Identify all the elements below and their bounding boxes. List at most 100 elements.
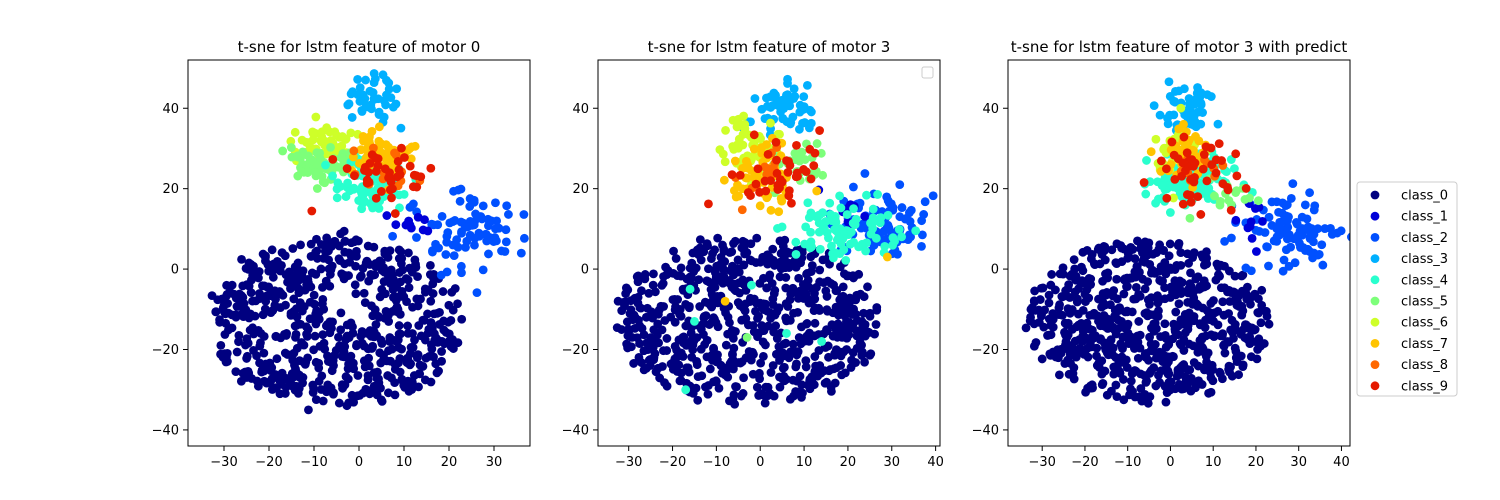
- scatter-point-class_1: [1231, 215, 1241, 225]
- scatter-point-class_4: [349, 183, 359, 193]
- scatter-point-class_0: [271, 294, 280, 304]
- x-tick-label: 10: [396, 455, 413, 470]
- scatter-point-class_0: [676, 263, 686, 273]
- scatter-point-class_0: [1189, 248, 1199, 258]
- scatter-point-class_0: [818, 255, 828, 265]
- scatter-point-class_0: [379, 350, 388, 360]
- scatter-point-class_0: [338, 383, 347, 393]
- scatter-point-class_0: [703, 389, 713, 399]
- scatter-point-class_0: [846, 363, 856, 372]
- scatter-point-class_0: [1126, 376, 1136, 386]
- scatter-point-class_0: [435, 320, 444, 329]
- panel-0: t-sne for lstm feature of motor 0 −30 −20 −…: [152, 38, 531, 470]
- scatter-point-class_0: [318, 330, 328, 340]
- scatter-point-class_0: [359, 288, 369, 298]
- scatter-point-class_0: [1034, 305, 1044, 315]
- scatter-point-class_9: [1211, 168, 1221, 178]
- scatter-point-class_0: [1183, 288, 1193, 298]
- scatter-point-class_0: [357, 327, 367, 336]
- scatter-point-class_0: [239, 299, 249, 308]
- scatter-point-class_0: [752, 233, 762, 243]
- scatter-point-class_0: [1136, 239, 1146, 248]
- scatter-point-class_0: [246, 311, 256, 321]
- scatter-point-class_0: [1053, 353, 1063, 363]
- scatter-point-class_0: [729, 270, 739, 280]
- scatter-point-class_4: [880, 241, 890, 251]
- scatter-point-class_0: [709, 343, 718, 353]
- x-tick-label: 30: [1290, 455, 1307, 470]
- scatter-point-class_0: [289, 294, 299, 304]
- scatter-point-class_2: [1295, 226, 1305, 236]
- scatter-point-class_0: [248, 271, 258, 280]
- scatter-point-class_0: [699, 247, 709, 257]
- scatter-point-class_9: [376, 187, 386, 196]
- scatter-point-class_0: [1118, 342, 1127, 352]
- legend-entry: class_7: [1370, 337, 1448, 352]
- scatter-point-class_0: [365, 389, 375, 399]
- scatter-point-class_3: [1192, 88, 1202, 98]
- scatter-point-class_0: [437, 347, 446, 356]
- scatter-point-class_9: [751, 179, 761, 189]
- scatter-point-class_0: [438, 287, 448, 296]
- scatter-point-class_9: [1181, 166, 1190, 176]
- scatter-point-class_0: [1195, 335, 1205, 345]
- scatter-point-class_0: [860, 357, 869, 367]
- scatter-point-class_0: [797, 380, 807, 390]
- scatter-point-class_4: [834, 232, 844, 242]
- scatter-point-class_0: [719, 303, 729, 313]
- scatter-point-class_0: [300, 285, 309, 295]
- scatter-point-class_0: [1045, 349, 1055, 359]
- scatter-point-class_9: [815, 126, 824, 135]
- scatter-point-class_4: [773, 224, 782, 233]
- scatter-point-class_0: [397, 344, 406, 354]
- scatter-point-class_0: [1208, 376, 1218, 386]
- scatter-point-class_0: [1226, 288, 1236, 298]
- scatter-point-class_0: [618, 298, 628, 307]
- scatter-point-class_0: [1256, 318, 1266, 328]
- scatter-point-class_0: [1104, 350, 1113, 360]
- scatter-point-class_7: [406, 154, 416, 164]
- scatter-point-class_0: [779, 253, 789, 263]
- scatter-point-class_0: [1144, 355, 1153, 365]
- scatter-point-class_0: [258, 281, 267, 291]
- scatter-point-class_0: [754, 391, 764, 400]
- scatter-point-class_0: [292, 273, 302, 283]
- scatter-point-class_0: [369, 242, 379, 252]
- scatter-point-class_0: [671, 254, 681, 263]
- scatter-point-class_0: [1094, 294, 1103, 304]
- scatter-point-class_9: [1170, 175, 1180, 184]
- scatter-point-class_4: [911, 226, 921, 236]
- scatter-point-class_2: [882, 221, 892, 231]
- scatter-point-class_0: [859, 325, 869, 334]
- scatter-point-class_0: [742, 248, 752, 257]
- scatter-point-class_0: [732, 263, 742, 273]
- scatter-point-class_0: [761, 340, 770, 350]
- legend-marker: [1370, 211, 1380, 221]
- scatter-point-class_0: [815, 265, 825, 275]
- scatter-point-class_3: [396, 123, 406, 133]
- scatter-point-class_2: [456, 184, 466, 194]
- scatter-point-class_0: [802, 331, 812, 341]
- scatter-point-class_0: [1160, 351, 1170, 361]
- scatter-point-class_4: [854, 242, 864, 252]
- scatter-point-class_4: [842, 210, 852, 219]
- scatter-point-class_0: [688, 333, 698, 343]
- scatter-point-class_7: [812, 186, 822, 196]
- scatter-point-class_0: [729, 343, 739, 353]
- scatter-point-class_6: [346, 128, 356, 138]
- scatter-point-class_7: [356, 145, 366, 155]
- scatter-point-class_7: [374, 122, 384, 132]
- scatter-point-class_0: [848, 348, 858, 358]
- scatter-point-class_0: [801, 362, 811, 372]
- scatter-point-class_0: [232, 347, 242, 357]
- scatter-point-class_0: [730, 236, 740, 246]
- scatter-point-class_0: [774, 303, 784, 313]
- scatter-point-class_3: [381, 100, 390, 110]
- scatter-point-class_0: [759, 326, 769, 336]
- scatter-point-class_0: [1242, 282, 1252, 292]
- scatter-point-class_6: [341, 135, 350, 144]
- scatter-point-class_9: [1223, 182, 1232, 192]
- scatter-point-class_2: [1300, 246, 1310, 255]
- scatter-point-class_0: [1159, 264, 1168, 273]
- scatter-point-class_0: [263, 260, 273, 269]
